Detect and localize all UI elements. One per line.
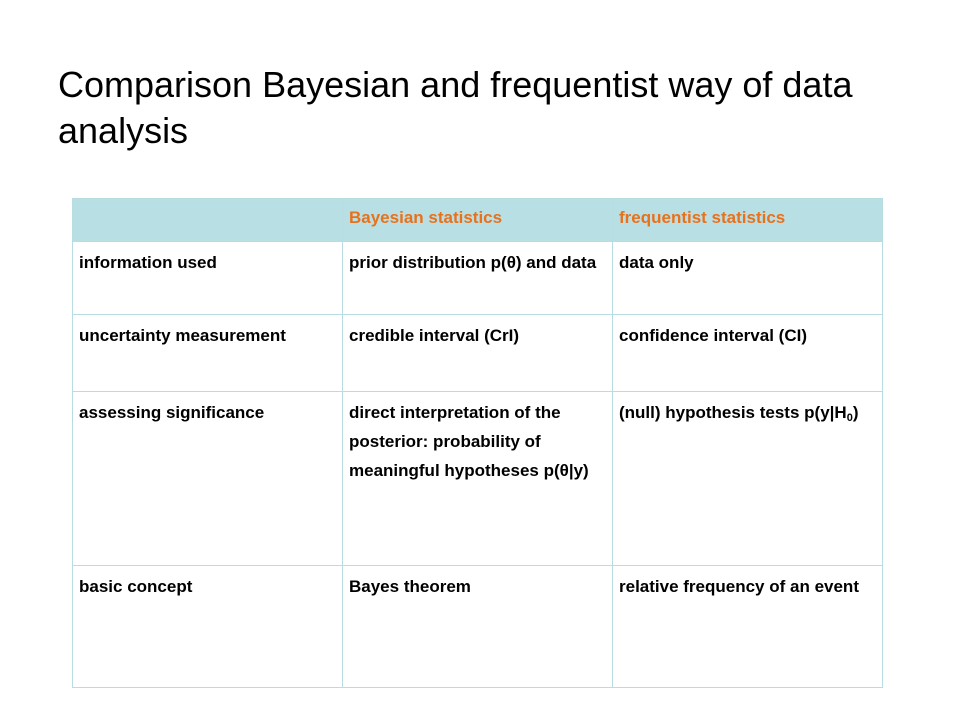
table-row: basic concept Bayes theorem relative fre… [72,565,883,688]
frequentist-formula: p(y|H0) [804,403,859,424]
frequentist-cell: relative frequency of an event [612,565,883,688]
frequentist-cell: (null) hypothesis tests p(y|H0) [612,391,883,566]
formula-suffix: ) [852,403,859,422]
frequentist-text: (null) hypothesis tests [619,403,800,422]
bayesian-cell: Bayes theorem [342,565,613,688]
table-row: information used prior distribution p(θ)… [72,241,883,315]
frequentist-cell: data only [612,241,883,315]
row-label: uncertainty measurement [72,314,343,392]
bayesian-cell: prior distribution p(θ) and data [342,241,613,315]
bayesian-cell: credible interval (CrI) [342,314,613,392]
table-row: uncertainty measurement credible interva… [72,314,883,392]
row-label: basic concept [72,565,343,688]
frequentist-cell: confidence interval (CI) [612,314,883,392]
header-empty-cell [72,198,343,242]
row-label: assessing significance [72,391,343,566]
bayesian-cell: direct interpretation of the posterior: … [342,391,613,566]
formula-prefix: p(y|H [804,403,847,422]
slide-title: Comparison Bayesian and frequentist way … [58,64,853,151]
table-header-row: Bayesian statistics frequentist statisti… [72,198,883,242]
comparison-table: Bayesian statistics frequentist statisti… [72,198,883,688]
table-row: assessing significance direct interpreta… [72,391,883,566]
header-frequentist: frequentist statistics [612,198,883,242]
formula-subscript: 0 [846,412,853,424]
header-bayesian: Bayesian statistics [342,198,613,242]
row-label: information used [72,241,343,315]
